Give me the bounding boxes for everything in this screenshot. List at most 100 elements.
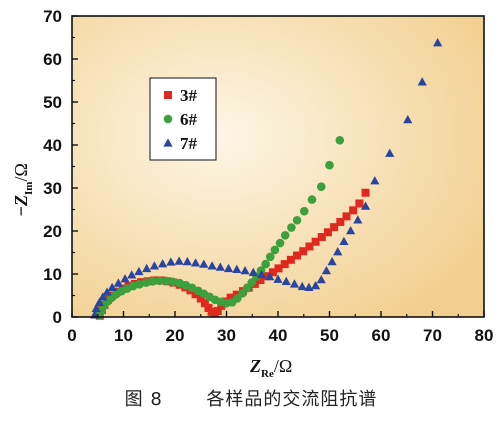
data-point	[256, 276, 265, 285]
data-point	[297, 281, 307, 291]
data-point	[287, 223, 296, 232]
data-point	[339, 236, 349, 245]
data-point	[148, 277, 158, 286]
y-tick-label: 20	[43, 222, 62, 241]
data-point	[353, 215, 363, 224]
data-point	[134, 266, 144, 276]
data-point	[360, 201, 371, 210]
data-point	[327, 256, 337, 266]
data-point	[346, 225, 356, 235]
x-tick-label: 0	[67, 326, 76, 345]
data-point	[289, 279, 300, 288]
data-point	[299, 247, 308, 256]
data-point	[248, 267, 258, 276]
data-point	[403, 115, 413, 124]
data-point	[336, 217, 345, 226]
data-point	[286, 255, 295, 264]
data-point	[199, 259, 209, 268]
legend-box	[149, 77, 217, 161]
y-tick-label: 40	[43, 136, 62, 155]
data-point	[127, 270, 137, 279]
legend: 3# 6# 7#	[149, 77, 217, 161]
data-point	[342, 212, 351, 221]
data-point	[293, 251, 302, 260]
data-point	[333, 247, 343, 256]
data-point	[310, 281, 321, 290]
data-point	[232, 264, 242, 273]
data-point	[316, 274, 326, 284]
data-point	[174, 256, 184, 265]
legend-item: 3#	[164, 86, 198, 105]
data-point	[325, 160, 334, 170]
data-point	[155, 276, 164, 286]
x-axis-title: ZRe/Ω	[249, 356, 292, 380]
legend-marker	[164, 91, 172, 99]
data-point	[142, 263, 152, 273]
data-point	[274, 264, 283, 273]
x-tick-label: 40	[269, 326, 288, 345]
data-point	[207, 261, 217, 270]
y-axis-title: −ZIm/Ω	[11, 163, 35, 217]
data-point	[323, 228, 332, 237]
legend-label: 7#	[180, 134, 198, 153]
data-point	[385, 148, 395, 157]
legend-label: 6#	[180, 110, 198, 129]
y-tick-label: 30	[43, 179, 62, 198]
data-point	[417, 77, 427, 86]
data-point	[135, 280, 144, 289]
data-point	[307, 195, 317, 204]
data-point	[226, 293, 235, 302]
data-point	[102, 287, 112, 296]
data-point	[149, 261, 159, 270]
data-point	[166, 257, 176, 266]
data-point	[94, 297, 104, 307]
data-point	[215, 262, 225, 271]
data-point	[247, 278, 257, 287]
y-tick-label: 70	[43, 7, 62, 26]
legend-marker	[163, 138, 173, 147]
data-point	[223, 263, 234, 273]
data-point	[256, 266, 266, 275]
y-tick-label: 50	[43, 93, 62, 112]
figure-number: 图 8	[124, 389, 163, 410]
data-point	[361, 188, 370, 197]
data-point	[316, 182, 326, 192]
x-tick-label: 10	[114, 326, 133, 345]
data-point	[311, 237, 320, 246]
data-point	[299, 206, 309, 216]
data-point	[292, 215, 302, 225]
data-point	[200, 299, 209, 308]
y-tick-label: 60	[43, 50, 62, 69]
data-point	[98, 292, 108, 301]
legend-label: 3#	[180, 86, 198, 105]
data-point	[335, 135, 345, 145]
data-point	[273, 274, 283, 283]
x-tick-label: 50	[320, 326, 339, 345]
data-point	[262, 272, 271, 281]
data-point	[240, 265, 250, 275]
data-point	[321, 265, 332, 275]
data-point	[370, 176, 380, 185]
data-point	[213, 306, 222, 315]
data-point	[265, 252, 275, 262]
data-point	[270, 245, 280, 255]
data-point	[191, 258, 201, 267]
data-point	[330, 223, 339, 232]
series-2	[94, 135, 345, 320]
data-point	[275, 238, 285, 248]
data-point	[107, 282, 117, 292]
figure-caption: 图 8 各样品的交流阻抗谱	[0, 385, 502, 411]
x-tick-label: 70	[423, 326, 442, 345]
series-3	[90, 38, 443, 319]
x-tick-label: 30	[217, 326, 236, 345]
x-tick-label: 20	[166, 326, 185, 345]
data-point	[355, 199, 364, 208]
data-point	[305, 242, 314, 251]
data-point	[182, 256, 192, 266]
data-point	[280, 231, 290, 240]
data-point	[141, 278, 151, 287]
data-point	[120, 274, 130, 283]
y-tick-label: 0	[53, 308, 62, 327]
data-point	[261, 259, 270, 269]
